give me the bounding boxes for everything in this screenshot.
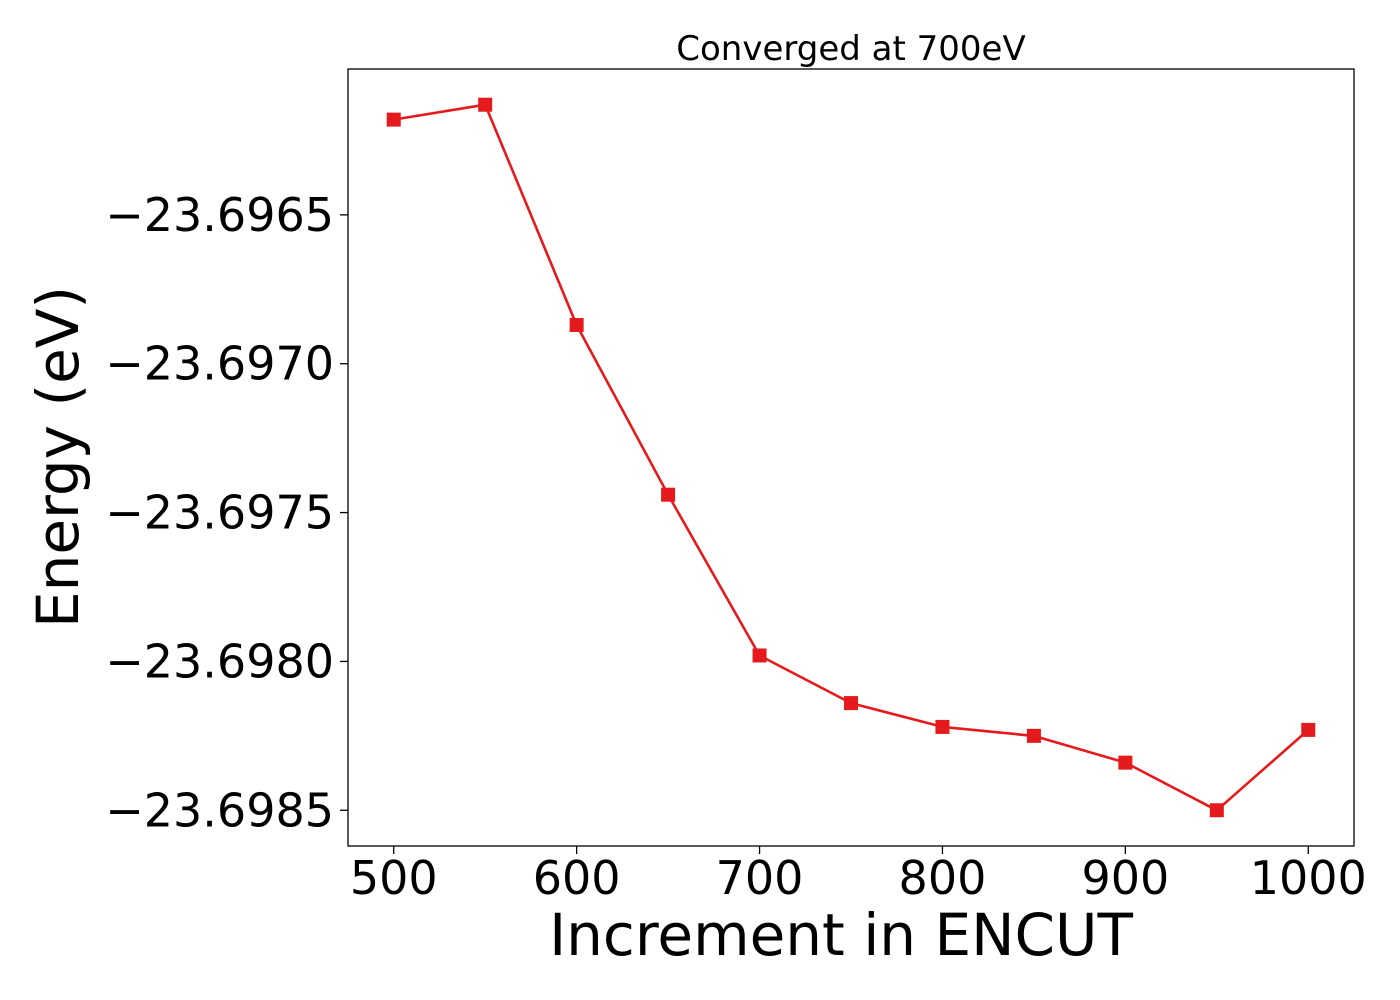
plot-area-frame — [347, 68, 1355, 847]
y-axis-ticks: −23.6965 −23.6970 −23.6975 −23.6980 −23.6985 — [105, 188, 348, 837]
data-point-marker — [1209, 803, 1224, 818]
data-point-marker — [935, 719, 950, 734]
data-point-marker — [478, 97, 493, 112]
x-axis-title: Increment in ENCUT — [549, 901, 1133, 969]
y-tick-label: −23.6985 — [105, 783, 334, 837]
y-tick-label: −23.6980 — [105, 634, 334, 688]
y-tick-label: −23.6970 — [105, 337, 334, 391]
data-point-marker — [1118, 755, 1133, 770]
x-axis-ticks: 500 600 700 800 900 1000 — [350, 846, 1367, 905]
x-tick-label: 800 — [899, 851, 987, 905]
data-point-marker — [569, 318, 584, 333]
y-axis-title: Energy (eV) — [24, 286, 92, 628]
x-tick-label: 600 — [533, 851, 621, 905]
data-point-marker — [661, 487, 676, 502]
data-point-marker — [752, 648, 767, 663]
x-tick-label: 900 — [1081, 851, 1169, 905]
y-tick-label: −23.6965 — [105, 188, 334, 242]
data-point-marker — [386, 112, 401, 127]
data-point-marker — [1301, 722, 1316, 737]
y-tick-label: −23.6975 — [105, 486, 334, 540]
data-point-marker — [844, 696, 858, 711]
x-tick-label: 500 — [350, 851, 438, 905]
data-point-marker — [1026, 728, 1041, 743]
chart-title: Converged at 700eV — [676, 29, 1025, 69]
x-tick-label: 1000 — [1250, 851, 1367, 905]
series-energy — [386, 97, 1316, 818]
x-tick-label: 700 — [716, 851, 804, 905]
